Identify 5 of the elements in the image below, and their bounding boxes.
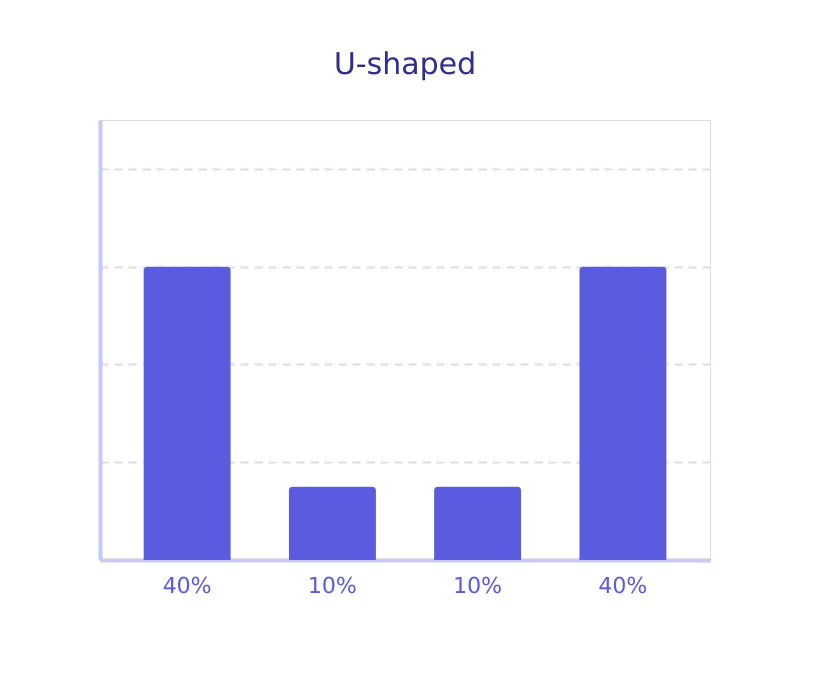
data-label: 40% [598,574,648,599]
data-label: 10% [453,574,502,599]
data-label: 40% [162,574,212,599]
chart-title: U-shaped [334,47,476,82]
data-label: 10% [308,574,357,599]
